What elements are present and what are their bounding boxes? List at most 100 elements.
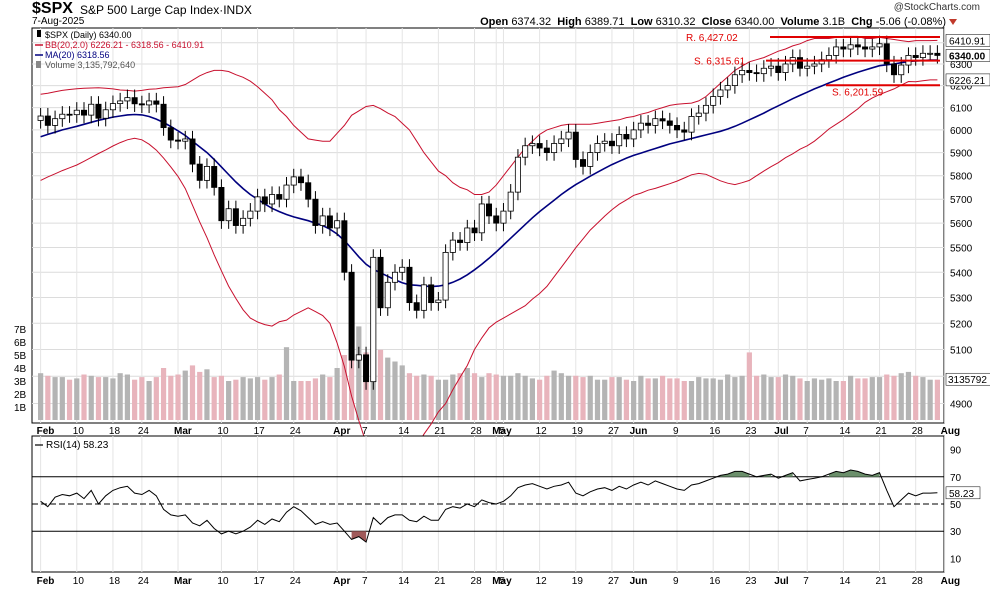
- quote-summary: Open 6374.32 High 6389.71 Low 6310.32 Cl…: [480, 16, 946, 28]
- candle-body: [81, 109, 88, 116]
- candlestick: [775, 58, 782, 81]
- candlestick: [869, 38, 876, 58]
- candlestick: [44, 107, 51, 134]
- candlestick: [37, 107, 44, 129]
- candlestick: [102, 101, 109, 127]
- candle-body: [377, 256, 384, 309]
- volume-tag: 3135792: [948, 375, 987, 386]
- volume-bar: [573, 375, 579, 420]
- candle-body: [811, 63, 818, 67]
- date-label: 7: [803, 576, 809, 587]
- candle-body: [312, 198, 319, 226]
- candle-body: [883, 43, 890, 65]
- candle-body: [572, 131, 579, 160]
- volume-bar: [269, 377, 275, 420]
- rsi-legend: RSI(14) 58.23: [35, 440, 109, 451]
- volume-bar: [739, 375, 745, 420]
- price-tick-label: 6100: [950, 104, 973, 115]
- candlestick: [731, 66, 738, 94]
- candlestick: [507, 184, 514, 220]
- volume-bar: [124, 374, 131, 420]
- volume-bar: [153, 377, 159, 420]
- rsi-value-tag-box: [945, 486, 981, 500]
- candle-body: [724, 85, 731, 91]
- candle-body: [645, 122, 652, 126]
- volume-bar: [551, 370, 557, 420]
- date-label: 10: [73, 576, 85, 587]
- date-label: 9: [673, 426, 679, 437]
- candle-body: [594, 143, 601, 154]
- date-label: 27: [608, 576, 620, 587]
- volume-bar: [204, 369, 210, 420]
- date-label: 14: [398, 426, 410, 437]
- volume-bar: [428, 375, 434, 420]
- volume-bar: [565, 375, 572, 420]
- date-label: 12: [536, 426, 548, 437]
- candle-body: [326, 215, 333, 229]
- stockcharts-logo[interactable]: @StockCharts.com: [893, 2, 980, 13]
- volume-bar: [464, 368, 470, 420]
- volume-bar: [385, 357, 391, 420]
- candle-body: [305, 182, 312, 200]
- volume-bar: [334, 368, 340, 420]
- candle-body: [529, 143, 536, 147]
- candle-body: [182, 138, 189, 142]
- candlestick: [305, 174, 312, 208]
- date-label: Aug: [941, 426, 960, 437]
- open-label: Open: [480, 16, 509, 28]
- candlestick: [796, 49, 803, 77]
- candlestick: [457, 232, 464, 251]
- candlestick: [876, 35, 883, 56]
- candlestick: [500, 203, 507, 232]
- candlestick: [240, 210, 247, 234]
- price-tick-label: 4900: [950, 400, 973, 411]
- candlestick: [529, 135, 536, 154]
- price-tick-label: 5900: [950, 149, 973, 160]
- candlestick: [370, 249, 377, 390]
- volume-bar: [753, 375, 760, 420]
- rsi-tick-label: 90: [950, 446, 962, 457]
- candle-body: [775, 65, 782, 73]
- date-label: 5: [499, 426, 505, 437]
- volume-bar: [38, 373, 44, 420]
- candlestick: [927, 45, 934, 62]
- candle-body: [739, 70, 746, 76]
- candlestick: [847, 36, 854, 58]
- candlestick: [862, 38, 869, 58]
- volume-bar: [226, 381, 232, 420]
- date-label: 24: [138, 576, 150, 587]
- candle-body: [218, 187, 225, 222]
- legend-volume: Volume 3,135,792,640: [45, 60, 135, 70]
- volume-bar: [74, 378, 80, 420]
- volume-bar: [717, 379, 724, 420]
- candle-body: [840, 46, 847, 50]
- candle-body: [666, 120, 673, 126]
- volume-bar: [725, 374, 731, 420]
- candle-body: [428, 284, 435, 304]
- candle-body: [420, 284, 427, 311]
- candle-body: [731, 74, 738, 86]
- price-panel-frame: [31, 27, 945, 424]
- candle-body: [109, 103, 116, 111]
- volume-bar: [667, 378, 673, 420]
- candlestick: [88, 96, 95, 124]
- volume-bar: [283, 347, 290, 420]
- candle-body: [348, 271, 355, 361]
- candlestick: [688, 108, 695, 141]
- candlestick: [269, 186, 276, 213]
- candle-body: [616, 134, 623, 147]
- rsi-legend-label: RSI(14) 58.23: [46, 440, 109, 451]
- candle-body: [160, 103, 167, 129]
- volume-bar: [254, 377, 261, 420]
- rsi-tick-label: 30: [950, 527, 962, 538]
- bollinger-upper-line: [40, 35, 938, 195]
- rsi-panel: 10 30 50 70 90 58.23 Feb 10 18 24 Mar 10 17 24 Apr 7 14…: [31, 435, 981, 587]
- volume-bar: [703, 378, 709, 420]
- candle-body: [695, 112, 702, 117]
- candlestick: [645, 115, 652, 134]
- candlestick: [399, 259, 406, 281]
- volume-bar: [233, 379, 239, 420]
